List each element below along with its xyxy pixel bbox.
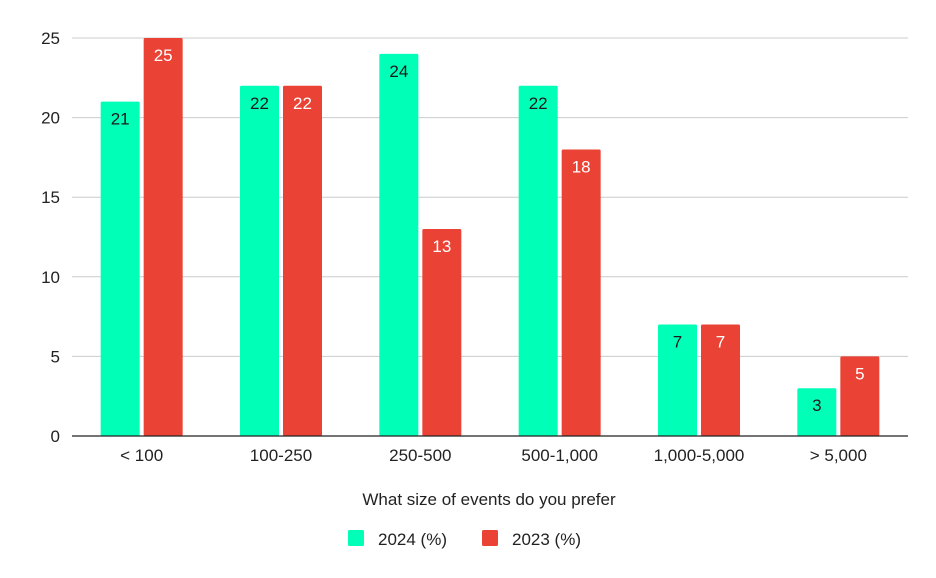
bars	[100, 38, 880, 437]
legend-swatch-2023	[482, 530, 498, 546]
y-tick-label: 15	[41, 188, 60, 207]
bar-value-label: 22	[293, 94, 312, 113]
bar-value-label: 5	[855, 364, 864, 383]
bar-value-label: 21	[111, 110, 130, 129]
bar-value-label: 22	[529, 94, 548, 113]
bar-2023	[283, 85, 322, 436]
x-tick-label: 1,000-5,000	[654, 446, 745, 465]
bar-2023	[840, 356, 880, 436]
bar-value-label: 22	[250, 94, 269, 113]
x-axis-title: What size of events do you prefer	[362, 490, 616, 509]
y-tick-label: 0	[51, 427, 60, 446]
x-tick-label: 500-1,000	[521, 446, 598, 465]
bar-2024	[100, 101, 140, 437]
y-tick-label: 10	[41, 268, 60, 287]
bar-value-label: 7	[673, 333, 682, 352]
bar-value-label: 3	[812, 396, 821, 415]
bar-2024	[518, 85, 558, 436]
bar-2024	[379, 53, 419, 437]
x-axis-ticks: < 100 100-250 250-500 500-1,000 1,000-5,000 >…	[120, 446, 867, 465]
legend-label-2024: 2024 (%)	[378, 530, 447, 549]
x-tick-label: < 100	[120, 446, 163, 465]
legend-swatch-2024	[348, 530, 364, 546]
gridlines	[72, 37, 908, 357]
y-tick-label: 5	[51, 347, 60, 366]
x-tick-label: 100-250	[250, 446, 312, 465]
bar-2024	[797, 388, 837, 436]
x-tick-label: > 5,000	[810, 446, 867, 465]
bar-value-label: 25	[154, 46, 173, 65]
bar-2023	[701, 324, 740, 436]
bar-value-label: 13	[432, 237, 451, 256]
x-tick-label: 250-500	[389, 446, 451, 465]
bar-2023	[143, 38, 183, 436]
bar-value-label: 18	[572, 157, 591, 176]
bar-value-labels: 21 25 22 22 24 13 22 18 7 7 3 5	[111, 46, 865, 415]
bar-2023	[422, 229, 462, 436]
bar-2024	[240, 85, 279, 436]
bar-value-label: 7	[716, 333, 725, 352]
bar-value-label: 24	[389, 62, 408, 81]
legend: 2024 (%) 2023 (%)	[348, 530, 581, 549]
bar-2024	[658, 324, 697, 436]
y-tick-label: 25	[41, 29, 60, 48]
legend-label-2023: 2023 (%)	[512, 530, 581, 549]
y-axis-ticks: 0 5 10 15 20 25	[41, 29, 60, 446]
bar-2023	[561, 149, 601, 436]
y-tick-label: 20	[41, 109, 60, 128]
